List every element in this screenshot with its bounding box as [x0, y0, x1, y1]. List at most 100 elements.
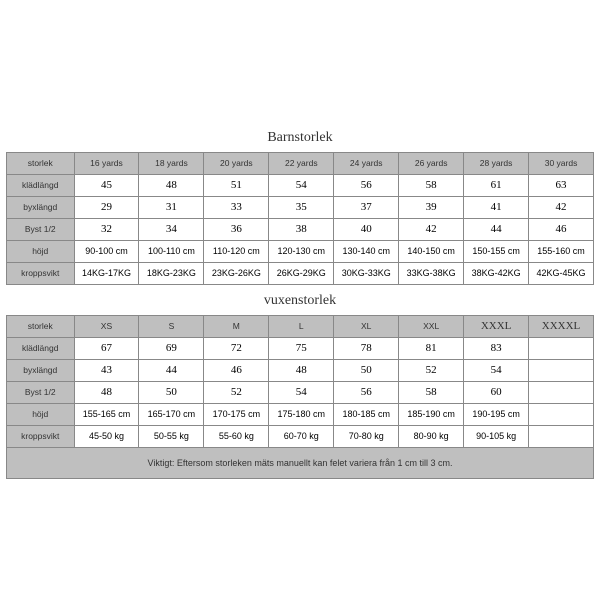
- cell: [529, 403, 594, 425]
- cell: 14KG-17KG: [74, 262, 139, 284]
- child-size-section: Barnstorlek storlek 16 yards 18 yards 20…: [6, 122, 594, 285]
- cell: 60: [464, 381, 529, 403]
- table-row: klädlängd 67 69 72 75 78 81 83: [7, 337, 594, 359]
- cell: 33KG-38KG: [399, 262, 464, 284]
- cell: 44: [464, 218, 529, 240]
- cell: 38KG-42KG: [464, 262, 529, 284]
- cell: 190-195 cm: [464, 403, 529, 425]
- table-header-row: storlek 16 yards 18 yards 20 yards 22 ya…: [7, 152, 594, 174]
- cell: 52: [399, 359, 464, 381]
- col-header: storlek: [7, 315, 75, 337]
- cell: 100-110 cm: [139, 240, 204, 262]
- col-header: 26 yards: [399, 152, 464, 174]
- cell: 58: [399, 381, 464, 403]
- cell: 36: [204, 218, 269, 240]
- table-row: kroppsvikt 14KG-17KG 18KG-23KG 23KG-26KG…: [7, 262, 594, 284]
- adult-title: vuxenstorlek: [6, 285, 594, 315]
- cell: 185-190 cm: [399, 403, 464, 425]
- child-title: Barnstorlek: [6, 122, 594, 152]
- cell: 34: [139, 218, 204, 240]
- cell: 45: [74, 174, 139, 196]
- cell: 60-70 kg: [269, 425, 334, 447]
- cell: 120-130 cm: [269, 240, 334, 262]
- cell: 23KG-26KG: [204, 262, 269, 284]
- table-header-row: storlek XS S M L XL XXL XXXL XXXXL: [7, 315, 594, 337]
- cell: 30KG-33KG: [334, 262, 399, 284]
- row-label: höjd: [7, 403, 75, 425]
- col-header: XS: [74, 315, 139, 337]
- cell: 150-155 cm: [464, 240, 529, 262]
- table-row: klädlängd 45 48 51 54 56 58 61 63: [7, 174, 594, 196]
- col-header: XXXL: [464, 315, 529, 337]
- cell: 37: [334, 196, 399, 218]
- cell: 45-50 kg: [74, 425, 139, 447]
- cell: 50: [139, 381, 204, 403]
- cell: 165-170 cm: [139, 403, 204, 425]
- cell: 175-180 cm: [269, 403, 334, 425]
- col-header: 24 yards: [334, 152, 399, 174]
- cell: 72: [204, 337, 269, 359]
- col-header: XL: [334, 315, 399, 337]
- cell: 54: [269, 381, 334, 403]
- cell: 140-150 cm: [399, 240, 464, 262]
- cell: 46: [204, 359, 269, 381]
- table-row: Byst 1/2 48 50 52 54 56 58 60: [7, 381, 594, 403]
- child-size-table: storlek 16 yards 18 yards 20 yards 22 ya…: [6, 152, 594, 285]
- cell: 180-185 cm: [334, 403, 399, 425]
- cell: 42: [529, 196, 594, 218]
- cell: 56: [334, 174, 399, 196]
- row-label: byxlängd: [7, 196, 75, 218]
- row-label: Byst 1/2: [7, 381, 75, 403]
- cell: 41: [464, 196, 529, 218]
- cell: 155-165 cm: [74, 403, 139, 425]
- col-header: 16 yards: [74, 152, 139, 174]
- col-header: 18 yards: [139, 152, 204, 174]
- row-label: byxlängd: [7, 359, 75, 381]
- cell: 54: [464, 359, 529, 381]
- cell: 110-120 cm: [204, 240, 269, 262]
- cell: 38: [269, 218, 334, 240]
- row-label: klädlängd: [7, 337, 75, 359]
- cell: 83: [464, 337, 529, 359]
- cell: 26KG-29KG: [269, 262, 334, 284]
- cell: 52: [204, 381, 269, 403]
- cell: 70-80 kg: [334, 425, 399, 447]
- col-header: XXXXL: [529, 315, 594, 337]
- cell: 56: [334, 381, 399, 403]
- cell: 58: [399, 174, 464, 196]
- adult-size-section: vuxenstorlek storlek XS S M L XL XXL XXX…: [6, 285, 594, 479]
- cell: 31: [139, 196, 204, 218]
- adult-size-table: storlek XS S M L XL XXL XXXL XXXXL klädl…: [6, 315, 594, 448]
- cell: [529, 425, 594, 447]
- table-row: Byst 1/2 32 34 36 38 40 42 44 46: [7, 218, 594, 240]
- cell: 40: [334, 218, 399, 240]
- cell: 48: [74, 381, 139, 403]
- cell: 81: [399, 337, 464, 359]
- row-label: Byst 1/2: [7, 218, 75, 240]
- cell: 50-55 kg: [139, 425, 204, 447]
- cell: 63: [529, 174, 594, 196]
- row-label: klädlängd: [7, 174, 75, 196]
- cell: 50: [334, 359, 399, 381]
- cell: 42: [399, 218, 464, 240]
- cell: 90-105 kg: [464, 425, 529, 447]
- table-row: höjd 90-100 cm 100-110 cm 110-120 cm 120…: [7, 240, 594, 262]
- cell: 46: [529, 218, 594, 240]
- col-header: XXL: [399, 315, 464, 337]
- table-row: kroppsvikt 45-50 kg 50-55 kg 55-60 kg 60…: [7, 425, 594, 447]
- cell: 48: [269, 359, 334, 381]
- cell: 67: [74, 337, 139, 359]
- col-header: L: [269, 315, 334, 337]
- cell: 54: [269, 174, 334, 196]
- cell: [529, 359, 594, 381]
- cell: 55-60 kg: [204, 425, 269, 447]
- col-header: 28 yards: [464, 152, 529, 174]
- col-header: M: [204, 315, 269, 337]
- cell: 155-160 cm: [529, 240, 594, 262]
- cell: 170-175 cm: [204, 403, 269, 425]
- footer-note: Viktigt: Eftersom storleken mäts manuell…: [6, 448, 594, 479]
- col-header: 22 yards: [269, 152, 334, 174]
- cell: 42KG-45KG: [529, 262, 594, 284]
- cell: 61: [464, 174, 529, 196]
- cell: 48: [139, 174, 204, 196]
